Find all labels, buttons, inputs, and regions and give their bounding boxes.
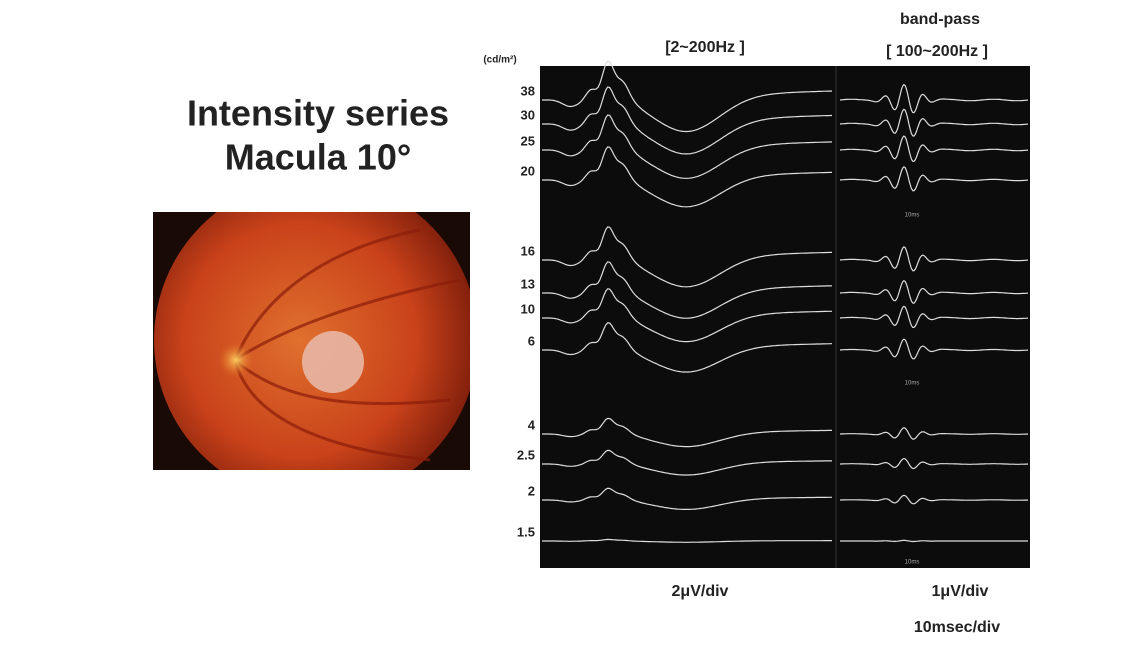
intensity-label: 30 bbox=[521, 107, 535, 122]
trace bbox=[542, 449, 832, 476]
time-mark: 10ms bbox=[905, 381, 920, 387]
scale-label: 2μV/div bbox=[672, 583, 729, 600]
panel-header: [ 100~200Hz ] bbox=[886, 43, 988, 60]
fundus-photo bbox=[153, 212, 470, 470]
bandpass-trace bbox=[840, 494, 1029, 505]
scale-label: 10msec/div bbox=[914, 619, 1000, 636]
panel-header: band-pass bbox=[900, 11, 980, 28]
trace bbox=[542, 146, 832, 208]
trace bbox=[542, 487, 832, 510]
bandpass-trace bbox=[840, 539, 1028, 543]
intensity-label: 20 bbox=[521, 163, 535, 178]
trace bbox=[542, 538, 832, 543]
trace bbox=[542, 114, 833, 179]
trace bbox=[542, 322, 832, 373]
bandpass-trace bbox=[840, 457, 1029, 470]
trace bbox=[542, 261, 833, 319]
bandpass-trace bbox=[839, 166, 1029, 192]
intensity-label: 25 bbox=[521, 133, 535, 148]
trace bbox=[542, 60, 833, 133]
intensity-label: 2.5 bbox=[517, 447, 535, 462]
intensity-label: 16 bbox=[521, 243, 535, 258]
title-line: Macula 10° bbox=[225, 137, 412, 178]
bandpass-trace bbox=[839, 279, 1029, 304]
bandpass-trace bbox=[839, 246, 1029, 272]
bandpass-trace bbox=[839, 83, 1029, 114]
unit-label: (cd/m²) bbox=[483, 55, 516, 66]
intensity-label: 1.5 bbox=[517, 524, 535, 539]
bandpass-trace bbox=[839, 108, 1029, 137]
recording-panel bbox=[540, 66, 1030, 568]
bandpass-trace bbox=[839, 135, 1029, 163]
bandpass-trace bbox=[840, 427, 1029, 440]
intensity-label: 13 bbox=[521, 276, 535, 291]
bandpass-trace bbox=[839, 305, 1029, 329]
time-mark: 10ms bbox=[905, 213, 920, 219]
trace bbox=[542, 288, 832, 343]
intensity-label: 4 bbox=[528, 417, 536, 432]
intensity-label: 10 bbox=[521, 301, 535, 316]
intensity-label: 2 bbox=[528, 483, 535, 498]
trace bbox=[542, 86, 832, 155]
scale-label: 1μV/div bbox=[932, 583, 989, 600]
intensity-label: 6 bbox=[528, 333, 535, 348]
panel-header: [2~200Hz ] bbox=[665, 39, 745, 56]
intensity-label: 38 bbox=[521, 83, 535, 98]
title-line: Intensity series bbox=[187, 93, 449, 134]
trace bbox=[542, 226, 832, 288]
trace bbox=[542, 417, 832, 448]
time-mark: 10ms bbox=[905, 560, 920, 566]
bandpass-trace bbox=[839, 338, 1029, 360]
